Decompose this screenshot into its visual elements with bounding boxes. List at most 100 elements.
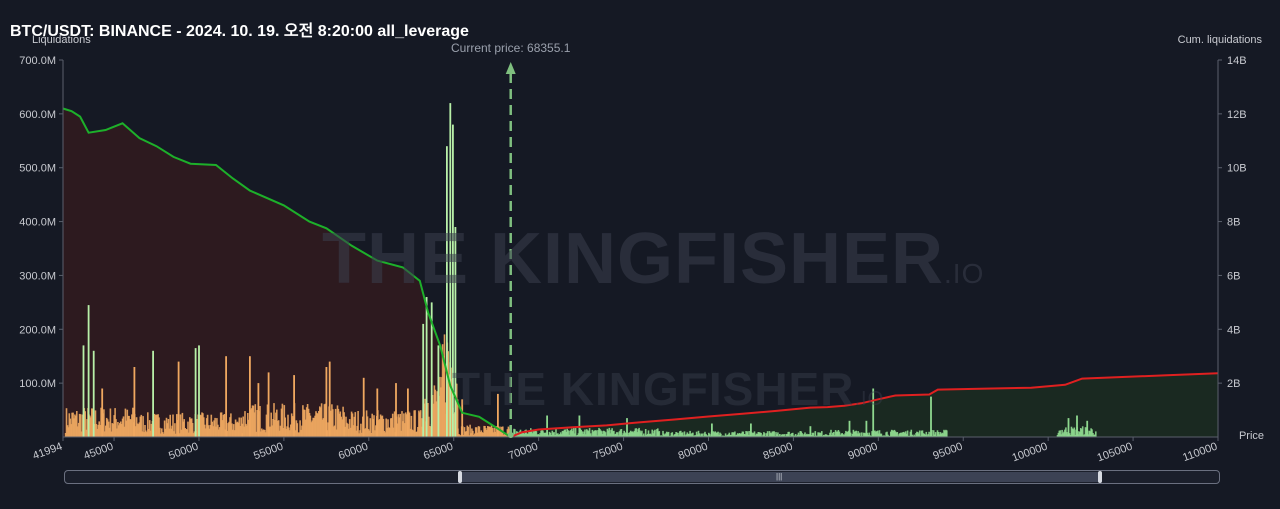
- liq-bar: [470, 433, 472, 437]
- liq-bar: [724, 433, 727, 437]
- liq-bar: [646, 433, 649, 437]
- liq-bar: [302, 405, 304, 437]
- liq-bar: [582, 433, 584, 437]
- liq-bar: [882, 435, 885, 437]
- liq-bar: [544, 433, 546, 437]
- liq-bar: [923, 433, 926, 437]
- liq-bar: [435, 401, 438, 437]
- scroll-thumb[interactable]: |||: [458, 471, 1102, 483]
- liq-bar: [218, 429, 220, 437]
- liq-bar: [206, 414, 209, 437]
- liq-bar: [890, 429, 893, 437]
- liq-bar: [907, 435, 910, 437]
- liq-bar: [922, 433, 925, 437]
- liq-bar: [135, 417, 138, 437]
- liq-bar: [481, 432, 483, 437]
- liq-bar: [408, 412, 411, 437]
- liq-bar: [76, 426, 79, 437]
- liq-bar: [583, 431, 585, 437]
- liq-bar: [375, 425, 377, 437]
- liq-bar: [402, 421, 404, 437]
- liq-bar: [717, 431, 719, 437]
- liq-bar: [153, 413, 156, 437]
- liq-bar: [838, 431, 841, 437]
- liq-bar: [815, 435, 817, 437]
- liq-bar: [620, 429, 623, 437]
- liq-bar: [944, 430, 946, 437]
- liq-bar: [1056, 435, 1059, 437]
- cumulative-fills: [63, 108, 1218, 437]
- liq-bar: [547, 435, 550, 437]
- liq-bar: [738, 433, 741, 437]
- liq-bar: [887, 434, 889, 437]
- liq-bar: [1092, 433, 1094, 437]
- liq-bar: [351, 413, 354, 437]
- liq-bar: [386, 427, 388, 437]
- scroll-handle-left[interactable]: [458, 471, 462, 483]
- liq-bar: [221, 420, 224, 437]
- liq-bar: [104, 431, 106, 437]
- liq-bar: [643, 435, 646, 437]
- liq-bar: [680, 430, 682, 437]
- current-price-overlay: Current price: 68355.1: [451, 41, 571, 438]
- liq-bar: [419, 412, 421, 437]
- liq-bar: [415, 432, 417, 437]
- liq-bar: [84, 411, 86, 437]
- liq-bar: [401, 411, 403, 437]
- liq-bar: [226, 430, 228, 437]
- liq-bar: [346, 422, 348, 437]
- liq-bar: [708, 432, 710, 437]
- liq-bar: [789, 435, 791, 437]
- x-tick-label: 110000: [1181, 441, 1219, 465]
- liq-bar: [712, 431, 715, 437]
- grip-icon[interactable]: |||: [776, 472, 783, 481]
- liq-bar: [705, 433, 707, 437]
- liq-bar: [78, 413, 81, 437]
- liq-bar: [341, 419, 343, 437]
- y-tick-label-right: 14B: [1227, 55, 1247, 67]
- liq-bar-spike: [225, 356, 227, 437]
- liq-bar: [765, 433, 768, 437]
- range-scrollbar[interactable]: |||: [64, 470, 1220, 484]
- liq-bar-spike: [194, 348, 197, 437]
- liq-bar: [348, 419, 351, 437]
- current-price-dot: [507, 432, 514, 438]
- liq-bar: [618, 431, 621, 437]
- liq-bar: [690, 433, 692, 437]
- liq-bar-spike: [454, 227, 457, 437]
- liq-bar: [581, 431, 583, 437]
- x-tick-label: 50000: [167, 441, 200, 463]
- liq-bar: [648, 434, 651, 437]
- liq-bar: [706, 435, 708, 437]
- scroll-handle-right[interactable]: [1098, 471, 1102, 483]
- liq-bar: [699, 435, 702, 437]
- liq-bar-spike: [376, 388, 379, 437]
- liq-bar: [890, 431, 892, 437]
- liq-bar: [773, 431, 775, 437]
- liq-bar: [184, 428, 186, 437]
- liq-bar: [605, 435, 608, 437]
- x-tick-label: 105000: [1095, 441, 1134, 465]
- liq-bar: [652, 433, 654, 437]
- liq-bar: [851, 433, 854, 437]
- liq-bar: [805, 434, 807, 437]
- liq-bar: [307, 408, 310, 437]
- liq-bar: [1080, 428, 1082, 437]
- liq-bar: [599, 429, 601, 437]
- liq-bar: [833, 435, 836, 437]
- liq-bar: [296, 423, 299, 437]
- liq-bar: [91, 408, 93, 437]
- liq-bar: [636, 432, 639, 437]
- liq-bar: [621, 435, 624, 437]
- liq-bar: [259, 406, 261, 437]
- liq-bar: [128, 415, 130, 437]
- liq-bar: [587, 430, 589, 437]
- liq-bar: [877, 433, 880, 437]
- liq-bar: [936, 430, 939, 437]
- liq-bar: [253, 412, 256, 437]
- liq-bar: [343, 412, 345, 437]
- liq-bar: [538, 434, 540, 437]
- liq-bar: [603, 431, 606, 437]
- liq-bar: [209, 425, 212, 437]
- liq-bar: [671, 432, 674, 437]
